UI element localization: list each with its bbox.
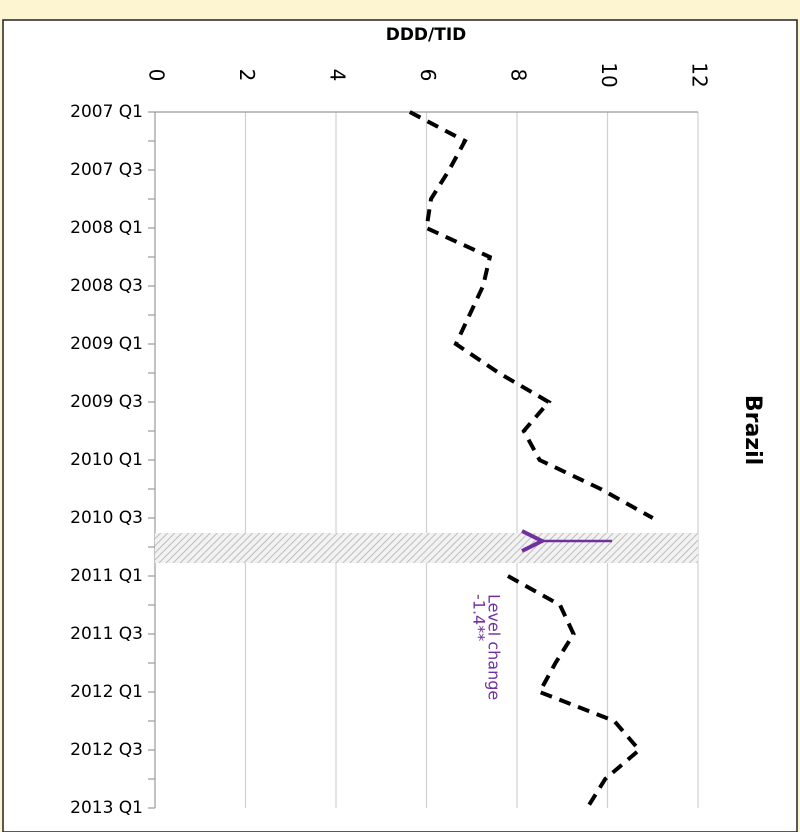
y-tick-label: 2008 Q1 <box>70 218 143 238</box>
x-tick-label: 10 <box>597 62 621 87</box>
x-tick-label: 0 <box>145 69 169 82</box>
x-tick-label: 2 <box>235 69 259 82</box>
data-line <box>408 110 654 810</box>
y-tick-label: 2011 Q1 <box>70 566 143 586</box>
panel <box>2 19 798 832</box>
y-tick-label: 2010 Q3 <box>70 508 143 528</box>
y-tick-label: 2009 Q1 <box>70 334 143 354</box>
annotation: -1.4** <box>470 594 489 641</box>
y-tick-label: 2010 Q1 <box>70 450 143 470</box>
y-tick-label: 2012 Q3 <box>70 740 143 760</box>
x-tick-label: 6 <box>416 69 440 82</box>
y-tick-label: 2007 Q3 <box>70 160 143 180</box>
y-tick-label: 2008 Q3 <box>70 276 143 296</box>
x-tick-label: 12 <box>688 62 712 87</box>
y-tick-label: 2011 Q3 <box>70 624 143 644</box>
y-tick-label: 2013 Q1 <box>70 798 143 818</box>
y-tick-label: 2007 Q1 <box>70 102 143 122</box>
x-tick-label: 4 <box>326 69 350 82</box>
x-tick-label: 8 <box>507 69 531 82</box>
annotation: Level change <box>485 594 504 700</box>
intervention-band <box>155 533 698 563</box>
y-tick-label: 2012 Q1 <box>70 682 143 702</box>
panel-label: Brazil <box>740 395 765 465</box>
y-tick-label: 2009 Q3 <box>70 392 143 412</box>
axis-title: DDD/TID <box>386 25 467 45</box>
